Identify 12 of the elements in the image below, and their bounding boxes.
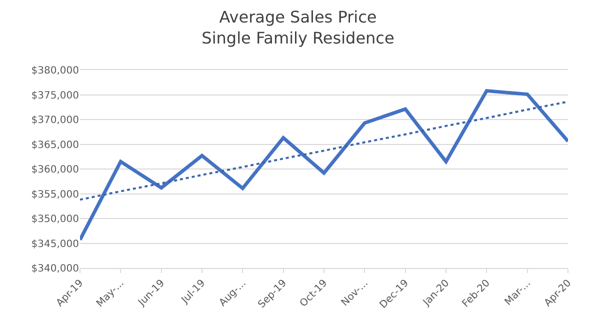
- y-tick-label: $360,000: [31, 164, 79, 176]
- y-tick-label: $365,000: [31, 140, 79, 151]
- line-series: [80, 100, 568, 201]
- chart-title: Average Sales Price Single Family Residence: [202, 8, 394, 48]
- y-tick-label: $380,000: [31, 66, 79, 76]
- y-tick-label: $340,000: [31, 264, 79, 274]
- line-series: [80, 89, 568, 242]
- y-tick-label: $345,000: [31, 238, 79, 250]
- y-tick-label: $350,000: [31, 214, 79, 225]
- y-tick-label: $370,000: [31, 115, 79, 126]
- y-tick-label: $375,000: [31, 90, 79, 102]
- y-tick-label: $355,000: [31, 189, 79, 200]
